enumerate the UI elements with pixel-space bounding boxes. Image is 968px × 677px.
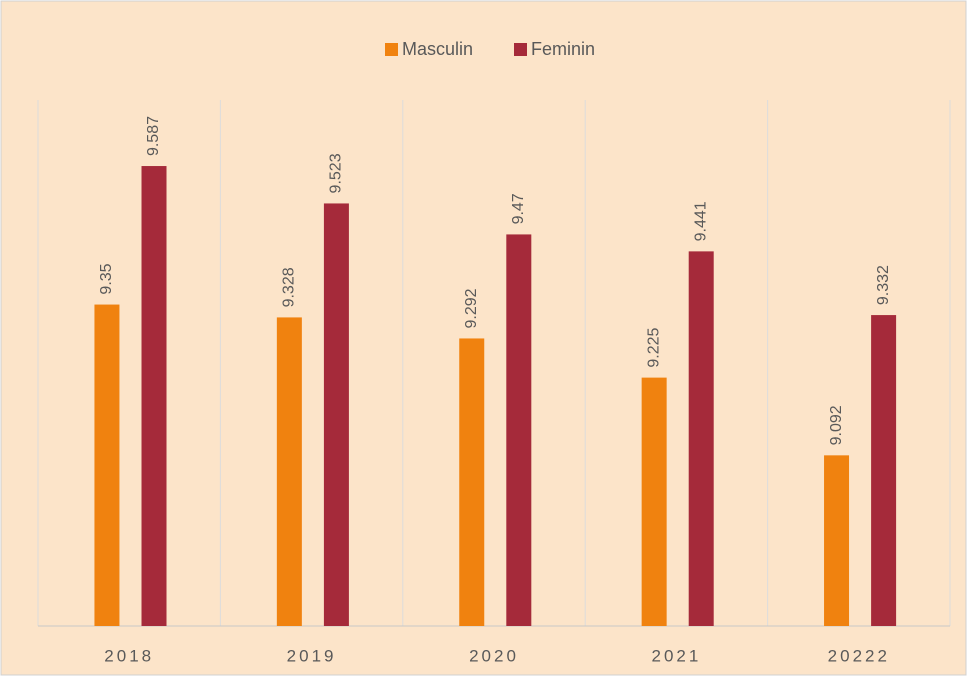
x-tick-label: 2019 (287, 646, 337, 665)
bar (141, 166, 167, 626)
data-label: 9.35 (98, 263, 115, 294)
data-label: 9.225 (645, 327, 662, 367)
data-label: 9.441 (692, 201, 709, 241)
x-tick-label: 20222 (828, 646, 890, 665)
data-label: 9.47 (510, 193, 527, 224)
legend-swatch (385, 43, 398, 56)
bar (276, 317, 302, 626)
data-label: 9.328 (281, 267, 298, 307)
legend-label: Masculin (402, 39, 473, 59)
bar (94, 304, 120, 626)
bar (688, 251, 714, 627)
data-label: 9.587 (145, 116, 162, 156)
x-tick-label: 2020 (469, 646, 519, 665)
bar (506, 234, 532, 626)
data-label: 9.092 (828, 405, 845, 445)
bar (641, 377, 667, 626)
legend-swatch (514, 43, 527, 56)
x-tick-label: 2021 (651, 646, 701, 665)
data-label: 9.523 (328, 153, 345, 193)
legend-label: Feminin (531, 39, 595, 59)
bar (824, 455, 850, 626)
data-label: 9.292 (463, 288, 480, 328)
x-tick-label: 2018 (104, 646, 154, 665)
bar (323, 203, 349, 627)
bar (871, 315, 897, 626)
data-label: 9.332 (875, 265, 892, 305)
bar (459, 338, 485, 626)
